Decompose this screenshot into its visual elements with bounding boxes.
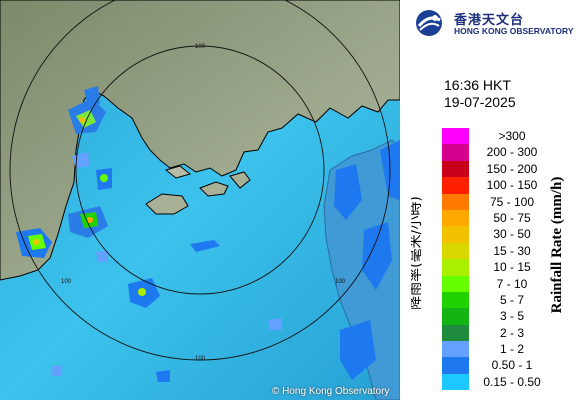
legend-swatch <box>442 226 469 243</box>
rain-echoes <box>16 86 400 382</box>
legend-title-cn: 降雨率(毫米/小時) <box>411 196 424 310</box>
rainfall-legend: >300 200 - 300 150 - 200 100 - 150 75 - 100 5… <box>442 128 570 391</box>
legend-label: 1 - 2 <box>499 342 524 357</box>
legend-label: 2 - 3 <box>499 325 524 340</box>
range-label-south: 100 <box>195 356 206 362</box>
legend-row: 1 - 2 <box>442 341 570 358</box>
radar-map: 100 100 100 100 © Hong Kong Observatory <box>0 0 401 401</box>
legend-row: 3 - 5 <box>442 308 570 325</box>
range-label-west: 100 <box>61 279 72 285</box>
legend-swatch <box>442 357 469 374</box>
legend-label: 0.50 - 1 <box>491 358 533 373</box>
legend-swatch <box>442 144 469 161</box>
legend-label: 15 - 30 <box>493 243 531 258</box>
legend-swatch <box>442 177 469 194</box>
legend-label: 50 - 75 <box>493 210 531 225</box>
legend-row: 75 - 100 <box>442 193 570 210</box>
copyright-notice: © Hong Kong Observatory <box>272 386 390 397</box>
legend-label: 7 - 10 <box>496 276 528 291</box>
legend-label: 100 - 150 <box>486 178 538 193</box>
svg-text:Rainfall Rate (mm/h): Rainfall Rate (mm/h) <box>550 177 565 314</box>
svg-text:降雨率(毫米/小時): 降雨率(毫米/小時) <box>411 196 424 310</box>
hko-logo: 香港天文台 HONG KONG OBSERVATORY <box>414 8 574 38</box>
legend-row: 50 - 75 <box>442 209 570 227</box>
legend-row: 150 - 200 <box>442 160 570 178</box>
legend-row: 0.15 - 0.50 <box>442 373 570 391</box>
observation-time: 16:36 HKT <box>444 77 511 93</box>
legend-label: 3 - 5 <box>499 309 524 324</box>
legend-swatch <box>442 242 469 260</box>
legend-swatch <box>442 291 469 309</box>
legend-label: 0.15 - 0.50 <box>483 374 541 389</box>
legend-row: 2 - 3 <box>442 324 570 342</box>
legend-swatch <box>442 128 469 145</box>
legend-label: 75 - 100 <box>489 194 535 209</box>
legend-row: 0.50 - 1 <box>442 357 570 374</box>
legend-title-en: Rainfall Rate (mm/h) <box>550 177 565 314</box>
logo-name-en: HONG KONG OBSERVATORY <box>454 26 574 36</box>
legend-label: 150 - 200 <box>486 161 538 176</box>
legend-row: 7 - 10 <box>442 275 570 292</box>
legend-swatch <box>442 160 469 178</box>
legend-swatch <box>442 193 469 210</box>
lantau-island <box>145 193 189 215</box>
legend-label: >300 <box>498 129 526 143</box>
legend-swatch <box>442 324 469 342</box>
legend-swatch <box>442 209 469 227</box>
range-rings <box>9 0 391 361</box>
legend-row: 15 - 30 <box>442 242 570 260</box>
legend-swatch <box>442 275 469 292</box>
radar-map-image: 100 100 100 100 <box>0 0 401 401</box>
legend-label: 30 - 50 <box>493 227 531 242</box>
legend-label: 10 - 15 <box>493 260 531 275</box>
logo-name-cn: 香港天文台 <box>454 13 525 28</box>
legend-swatch <box>442 373 469 391</box>
legend-label: 5 - 7 <box>499 292 524 307</box>
legend-swatch <box>442 308 469 325</box>
legend-row: 5 - 7 <box>442 291 570 309</box>
observation-date: 19-07-2025 <box>444 94 516 110</box>
legend-swatch <box>442 259 469 276</box>
range-label-east: 100 <box>335 279 346 285</box>
land-mass <box>0 0 401 281</box>
range-label-north: 100 <box>195 44 206 50</box>
legend-swatch <box>442 341 469 358</box>
legend-label: 200 - 300 <box>486 145 538 160</box>
legend-row: 30 - 50 <box>442 226 570 243</box>
info-panel: 香港天文台 HONG KONG OBSERVATORY 16:36 HKT 19… <box>400 0 577 400</box>
legend-row: 200 - 300 <box>442 144 570 161</box>
hko-logo-icon <box>416 10 442 36</box>
hk-island <box>199 181 229 197</box>
legend-row: >300 <box>442 128 570 145</box>
legend-row: 100 - 150 <box>442 177 570 194</box>
legend-row: 10 - 15 <box>442 259 570 276</box>
